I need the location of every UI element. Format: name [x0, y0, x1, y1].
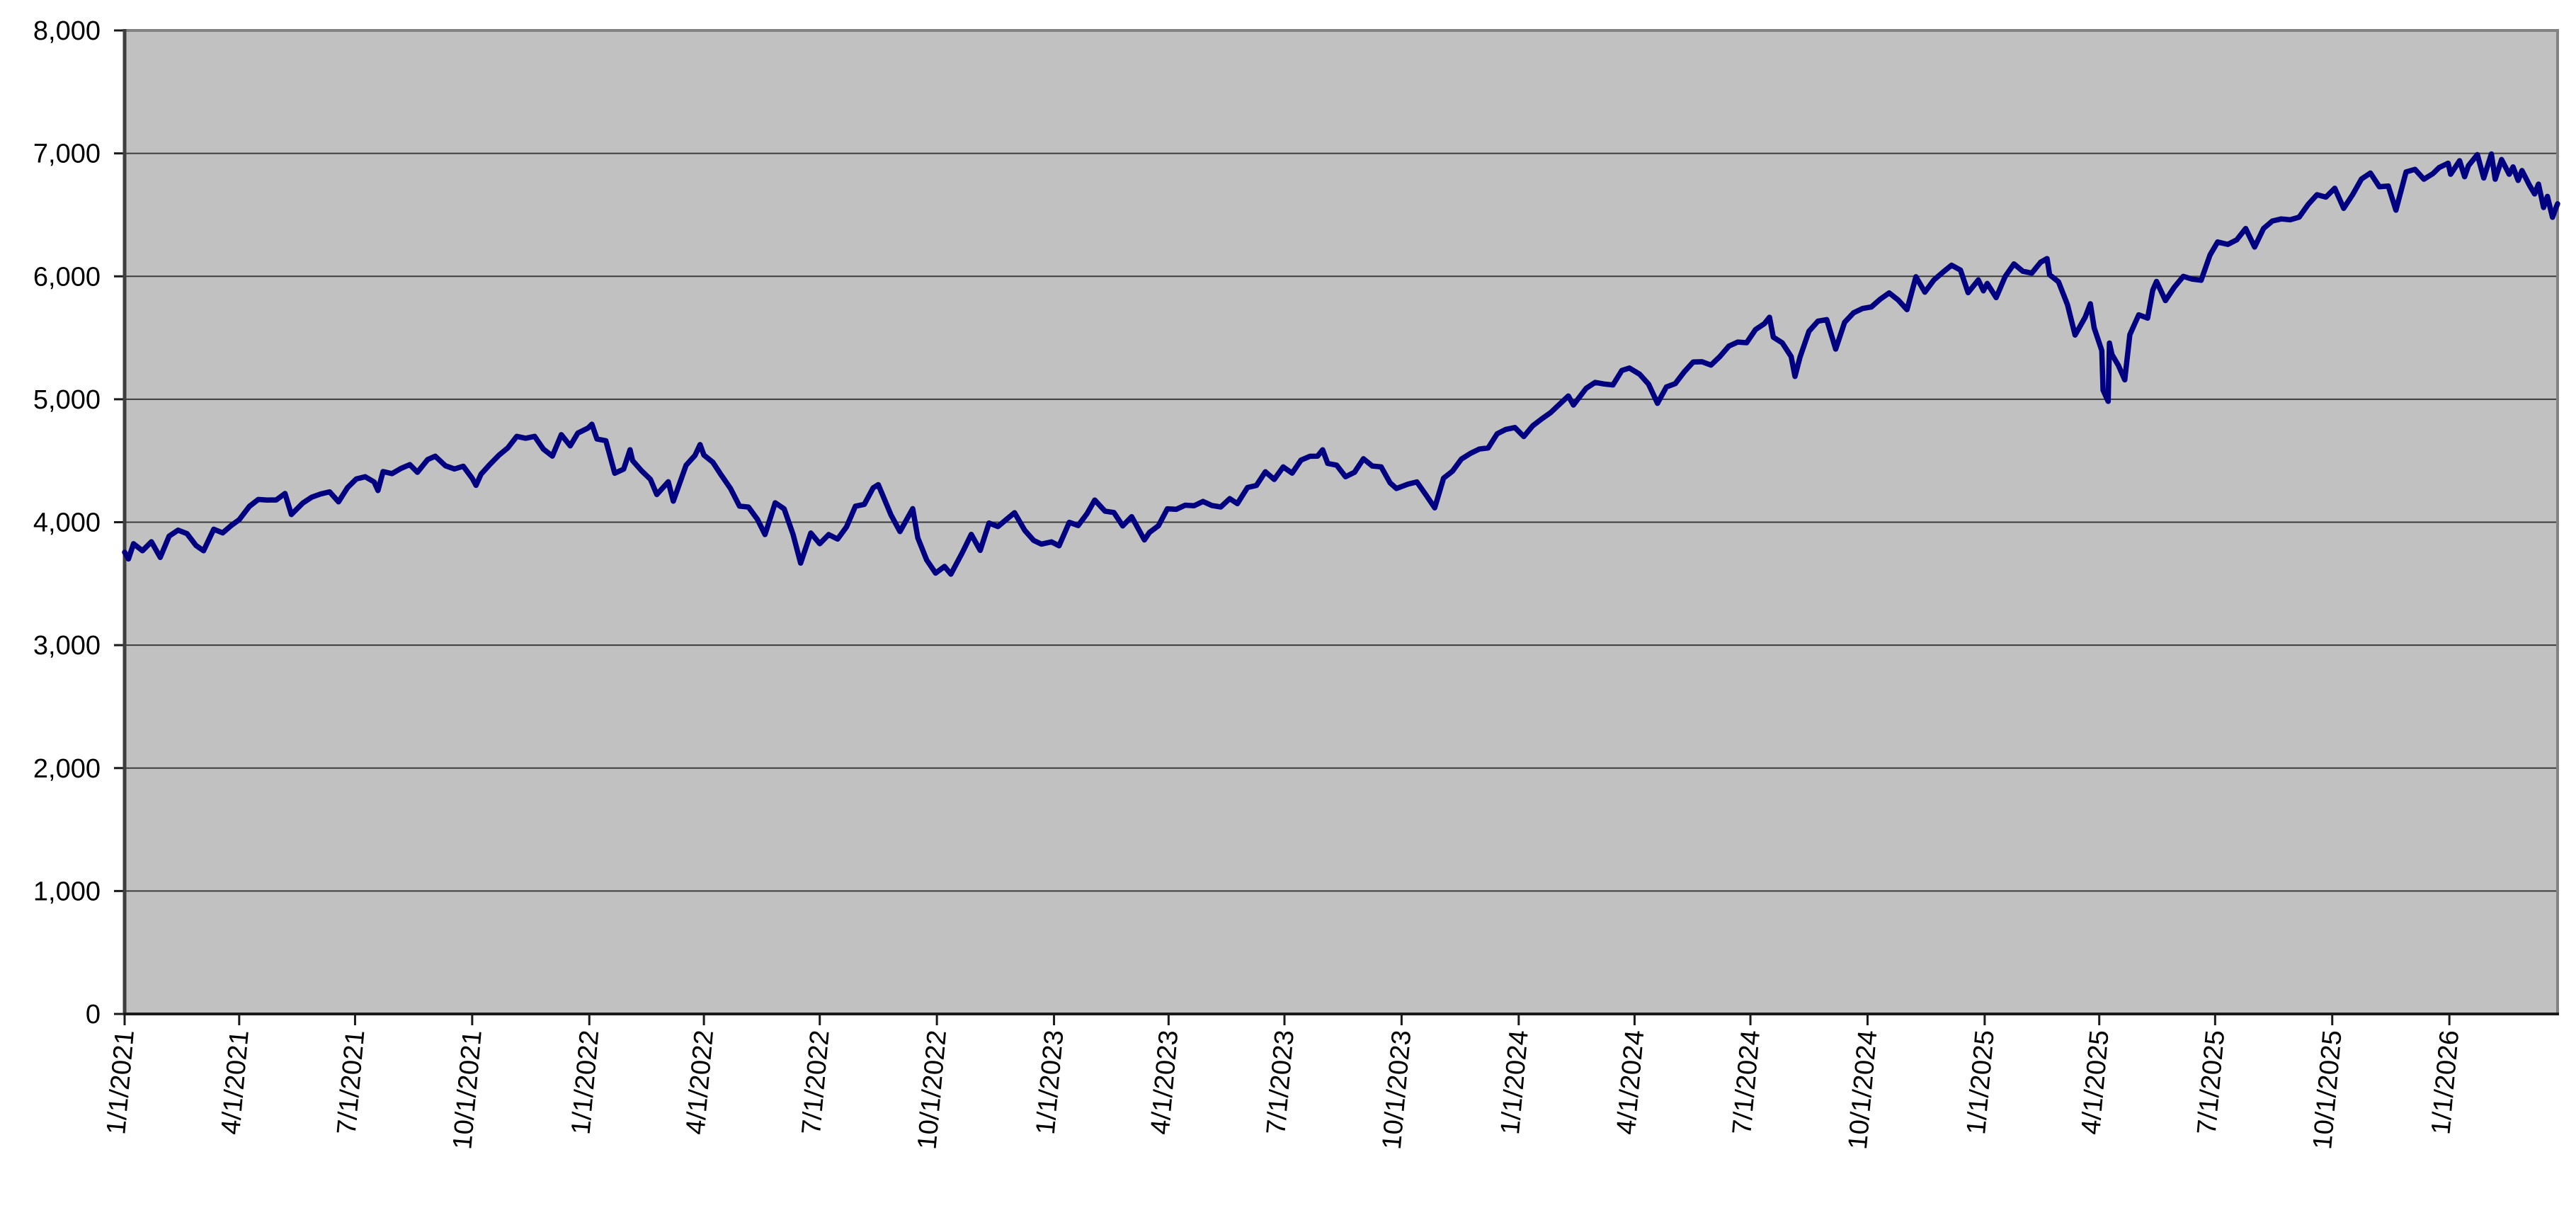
x-axis-label: 7/1/2023 — [1261, 1029, 1300, 1136]
x-axis-label: 10/1/2024 — [1843, 1029, 1883, 1151]
x-axis-label: 1/1/2023 — [1031, 1029, 1070, 1136]
y-axis-label: 8,000 — [33, 16, 101, 46]
x-axis-label: 10/1/2022 — [913, 1029, 953, 1151]
y-axis-label: 3,000 — [33, 631, 101, 661]
y-axis-label: 2,000 — [33, 754, 101, 784]
x-axis-label: 7/1/2022 — [797, 1029, 836, 1136]
y-axis-label: 1,000 — [33, 877, 101, 906]
price-line-series — [122, 151, 2560, 577]
x-axis-label: 7/1/2025 — [2192, 1029, 2231, 1136]
x-axis-label: 7/1/2024 — [1727, 1029, 1766, 1136]
x-axis-label: 4/1/2022 — [680, 1029, 719, 1136]
x-axis-label: 1/1/2024 — [1495, 1029, 1534, 1136]
x-axis-label: 10/1/2021 — [448, 1029, 488, 1151]
x-axis-label: 4/1/2024 — [1612, 1029, 1651, 1136]
y-axis-label: 7,000 — [33, 139, 101, 169]
x-axis-label: 10/1/2025 — [2308, 1029, 2348, 1151]
x-axis-label: 4/1/2021 — [216, 1029, 255, 1136]
y-axis-label: 4,000 — [33, 508, 101, 538]
y-axis-label: 5,000 — [33, 385, 101, 415]
x-axis-label: 7/1/2021 — [332, 1029, 371, 1136]
x-axis-label: 1/1/2025 — [1961, 1029, 2000, 1136]
x-axis-label: 4/1/2025 — [2076, 1029, 2115, 1136]
x-axis-label: 1/1/2026 — [2426, 1029, 2465, 1136]
x-axis-label: 4/1/2023 — [1146, 1029, 1185, 1136]
y-axis-label: 6,000 — [33, 262, 101, 292]
x-axis-label: 1/1/2021 — [101, 1029, 140, 1136]
x-axis-label: 1/1/2022 — [566, 1029, 605, 1136]
x-axis-label: 10/1/2023 — [1377, 1029, 1418, 1151]
y-axis-label: 0 — [86, 1000, 101, 1030]
